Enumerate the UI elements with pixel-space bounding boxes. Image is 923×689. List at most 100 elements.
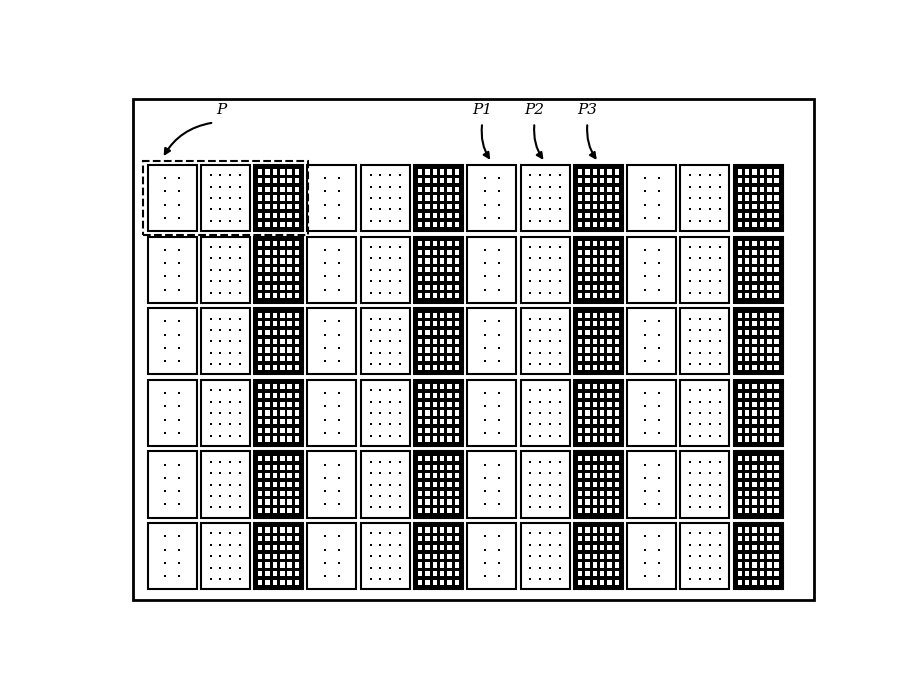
Bar [600,384,605,389]
Bar [752,285,757,290]
Bar [201,308,250,375]
Bar [593,553,597,559]
Bar [578,187,582,192]
Bar [737,527,742,533]
Bar [266,562,270,568]
Bar [760,178,764,183]
Bar [615,571,619,576]
Bar [593,365,597,370]
Bar [433,527,438,533]
Bar [448,571,451,576]
Bar [745,464,749,470]
Bar [426,411,430,415]
Bar [307,236,356,303]
Bar [426,473,430,478]
Bar [607,436,612,442]
Bar [585,456,590,461]
Bar [258,571,262,576]
Bar [258,508,262,513]
Bar [258,313,262,318]
Bar [737,267,742,272]
Bar [615,330,619,336]
Bar [774,187,779,192]
Bar [578,222,582,227]
Bar [593,267,597,272]
Bar [734,308,783,375]
Bar [433,500,438,504]
Bar [448,356,451,361]
Bar [455,196,459,200]
Bar [426,536,430,542]
Bar [745,196,749,200]
Bar [767,356,772,361]
Bar [433,204,438,209]
Bar [745,249,749,255]
Bar [287,500,292,504]
Bar [455,330,459,336]
Bar [426,294,430,298]
Bar [737,384,742,389]
Bar [266,579,270,585]
Bar [294,313,299,318]
Bar [585,356,590,361]
Bar [578,579,582,585]
Bar [593,330,597,336]
Bar [266,411,270,415]
Bar [455,500,459,504]
Bar [273,436,277,442]
Bar [433,571,438,576]
Bar [737,365,742,370]
Bar [440,196,444,200]
Bar [607,321,612,327]
Bar [266,321,270,327]
Bar [615,553,619,559]
Bar [433,393,438,398]
Bar [294,347,299,353]
Bar [607,313,612,318]
Bar [448,249,451,255]
Bar [585,428,590,433]
Bar [600,508,605,513]
Bar [607,241,612,246]
Bar [455,464,459,470]
Bar [600,258,605,264]
Bar [426,330,430,336]
Bar [607,196,612,200]
Bar [273,187,277,192]
Bar [273,276,277,281]
Bar [774,169,779,174]
Bar [578,562,582,568]
Bar [273,222,277,227]
Bar [737,473,742,478]
Bar [737,579,742,585]
Bar [585,222,590,227]
Bar [287,545,292,550]
Bar [258,258,262,264]
Bar [426,249,430,255]
Bar [448,562,451,568]
Bar [767,196,772,200]
Bar [593,169,597,174]
Bar [426,204,430,209]
Bar [455,436,459,442]
Bar [433,402,438,407]
Bar [737,545,742,550]
Bar [767,527,772,533]
Bar [600,527,605,533]
Bar [455,294,459,298]
Bar [273,419,277,424]
Bar [287,536,292,542]
Bar [294,436,299,442]
Text: P1: P1 [473,103,492,117]
Bar [287,213,292,218]
Bar [266,500,270,504]
Bar [760,169,764,174]
Bar [585,204,590,209]
Bar [266,473,270,478]
Bar [287,313,292,318]
Bar [258,241,262,246]
Bar [615,347,619,353]
Bar [593,527,597,533]
Bar [737,196,742,200]
Bar [426,456,430,461]
